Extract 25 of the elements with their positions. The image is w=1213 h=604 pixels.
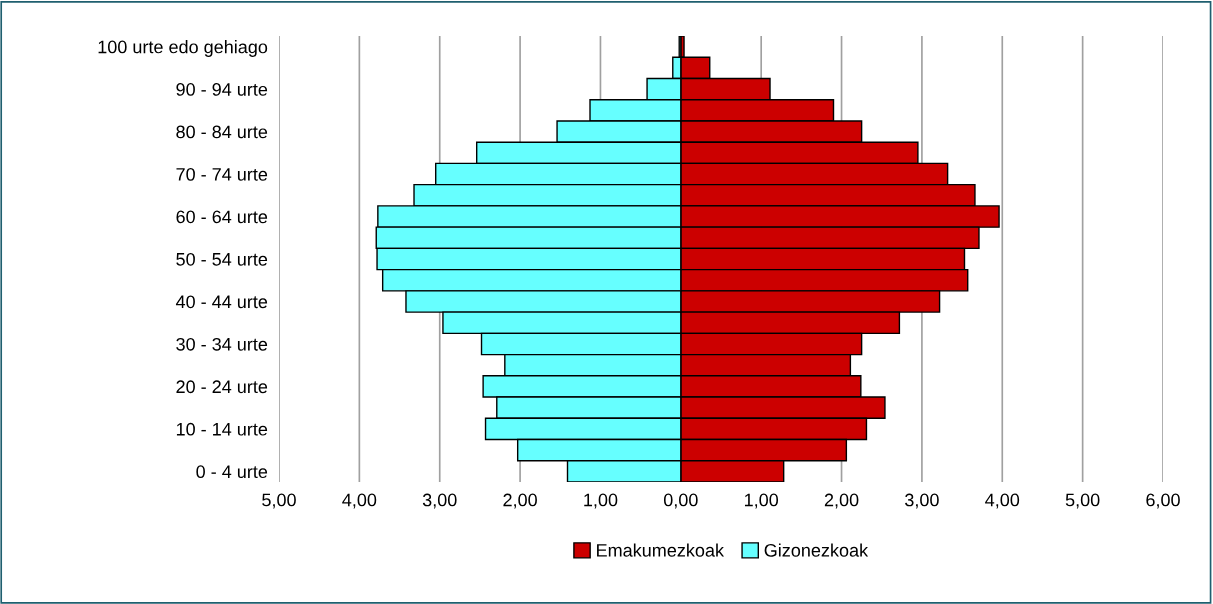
x-tick-label: 2,00 [824,493,859,509]
legend-label: Emakumezkoak [597,543,725,557]
y-tick-label: 100 urte edo gehiago [98,40,268,57]
x-tick-label: 2,00 [503,493,537,509]
y-tick-label: 20 - 24 urte [176,380,268,394]
x-tick-label: 5,00 [262,493,296,509]
x-tick-label: 1,00 [584,493,618,509]
x-tick-label: 3,00 [905,493,939,509]
x-tick-label: 4,00 [342,493,377,509]
y-tick-label: 10 - 14 urte [176,422,268,436]
x-tick-label: 4,00 [985,493,1020,509]
y-tick-label: 0 - 4 urte [196,465,268,479]
y-tick-label: 30 - 34 urte [176,337,268,351]
y-tick-label: 60 - 64 urte [176,210,268,224]
x-tick-label: 3,00 [422,493,457,509]
x-tick-label: 1,00 [744,493,779,509]
legend-label: Gizonezkoak [764,543,869,557]
y-tick-label: 90 - 94 urte [176,83,268,96]
x-tick-label: 6,00 [1146,493,1180,509]
x-tick-label: 5,00 [1065,493,1100,509]
y-tick-label: 40 - 44 urte [175,295,268,309]
x-tick-label: 0,00 [663,493,698,509]
y-tick-label: 70 - 74 urte [176,167,268,181]
y-tick-label: 80 - 84 urte [176,125,268,139]
y-tick-label: 50 - 54 urte [176,252,268,266]
